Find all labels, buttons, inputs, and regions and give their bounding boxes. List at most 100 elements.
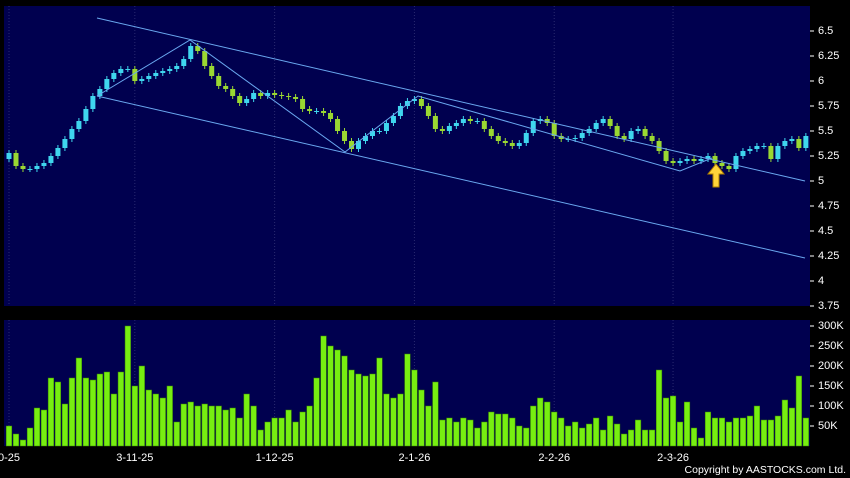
candle-body <box>174 66 180 69</box>
candle-body <box>349 141 355 149</box>
candle-body <box>286 96 292 97</box>
candle-body <box>740 151 746 156</box>
candle-body <box>663 151 669 161</box>
volume-bar <box>572 421 579 447</box>
wave-line <box>96 39 713 172</box>
candle-body <box>411 99 417 101</box>
candle-body <box>656 141 662 151</box>
volume-bar <box>481 421 488 447</box>
volume-bar <box>614 423 621 447</box>
volume-bar <box>229 407 236 447</box>
volume-bar <box>739 417 747 447</box>
candle-body <box>572 138 578 139</box>
candle-body <box>530 121 536 133</box>
volume-bar <box>579 427 586 447</box>
volume-bar <box>432 381 439 447</box>
candle-body <box>782 141 788 146</box>
candle-body <box>265 93 271 96</box>
candle-body <box>628 131 634 139</box>
volume-bar <box>299 411 306 447</box>
y-tick-label: 6.25 <box>818 50 839 62</box>
volume-bar <box>453 421 460 447</box>
candle-body <box>209 66 215 76</box>
candle-body <box>34 166 40 169</box>
candle-body <box>488 129 494 136</box>
volume-bar <box>355 373 362 447</box>
candle-body <box>495 136 501 141</box>
volume-bar <box>642 429 649 447</box>
candle-body <box>635 129 641 131</box>
candle-body <box>125 69 131 70</box>
trend-lines <box>96 17 806 259</box>
volume-bar <box>439 419 446 447</box>
candle-body <box>139 79 145 81</box>
volume-bar <box>404 353 411 447</box>
y-tick-label: 6 <box>818 75 824 87</box>
candle-body <box>551 123 557 136</box>
volume-bar <box>103 371 110 447</box>
volume-bar <box>327 345 334 447</box>
candle-body <box>642 129 648 136</box>
candle-body <box>425 106 431 116</box>
candle-body <box>153 73 159 76</box>
volume-bar <box>656 369 663 447</box>
candle-body <box>747 149 753 151</box>
candle-body <box>705 156 711 159</box>
y-tick-label: 200K <box>818 360 844 372</box>
candle-body <box>621 136 627 139</box>
volume-bar <box>341 355 348 447</box>
candle-body <box>446 126 452 131</box>
candle-body <box>111 73 117 79</box>
candle-body <box>712 156 718 163</box>
volume-bar <box>509 417 516 447</box>
candle-body <box>516 143 522 146</box>
x-tick-label: 2-3-26 <box>657 452 689 464</box>
volume-bar <box>362 375 369 447</box>
volume-bar <box>774 415 781 447</box>
candle-body <box>376 131 382 132</box>
volume-bar <box>180 403 187 447</box>
candle-body <box>474 121 480 122</box>
volume-bar <box>285 409 292 447</box>
candle-body <box>439 129 445 131</box>
candle-body <box>83 109 89 121</box>
volume-bar <box>82 377 89 447</box>
volume-bar <box>215 405 222 447</box>
volume-bar <box>607 415 614 447</box>
volume-bar <box>145 389 152 447</box>
candle-body <box>132 69 138 81</box>
candle-body <box>251 93 257 99</box>
candle-body <box>6 153 12 159</box>
x-tick-label: 1-12-25 <box>256 452 294 464</box>
volume-bar <box>635 419 642 447</box>
candle-body <box>293 97 299 99</box>
trend-line <box>96 95 806 259</box>
volume-bar <box>495 413 502 447</box>
volume-bar <box>117 371 124 447</box>
volume-bar <box>551 411 558 447</box>
volume-bar <box>110 393 117 447</box>
volume-bar <box>61 403 68 447</box>
candle-body <box>272 93 278 95</box>
volume-bar <box>460 417 467 447</box>
y-tick-label: 50K <box>818 420 838 432</box>
volume-bar <box>628 429 635 447</box>
candle-body <box>335 119 341 131</box>
candle-body <box>796 139 802 148</box>
candle-body <box>118 69 124 73</box>
candle-body <box>356 141 361 149</box>
volume-bar <box>418 389 425 447</box>
volume-bar <box>390 397 397 447</box>
credit: Copyright by AASTOCKS.com Ltd. <box>685 464 846 476</box>
candle-body <box>390 116 396 123</box>
volume-bar <box>565 425 572 447</box>
candle-body <box>754 146 760 149</box>
candle-body <box>432 116 438 129</box>
candle-body <box>768 146 774 159</box>
volume-bar <box>781 399 788 447</box>
volume-bar <box>425 405 432 447</box>
candle-body <box>41 163 47 166</box>
volume-bar <box>138 365 145 447</box>
volume-bar <box>446 417 453 447</box>
volume-bar <box>75 357 82 447</box>
